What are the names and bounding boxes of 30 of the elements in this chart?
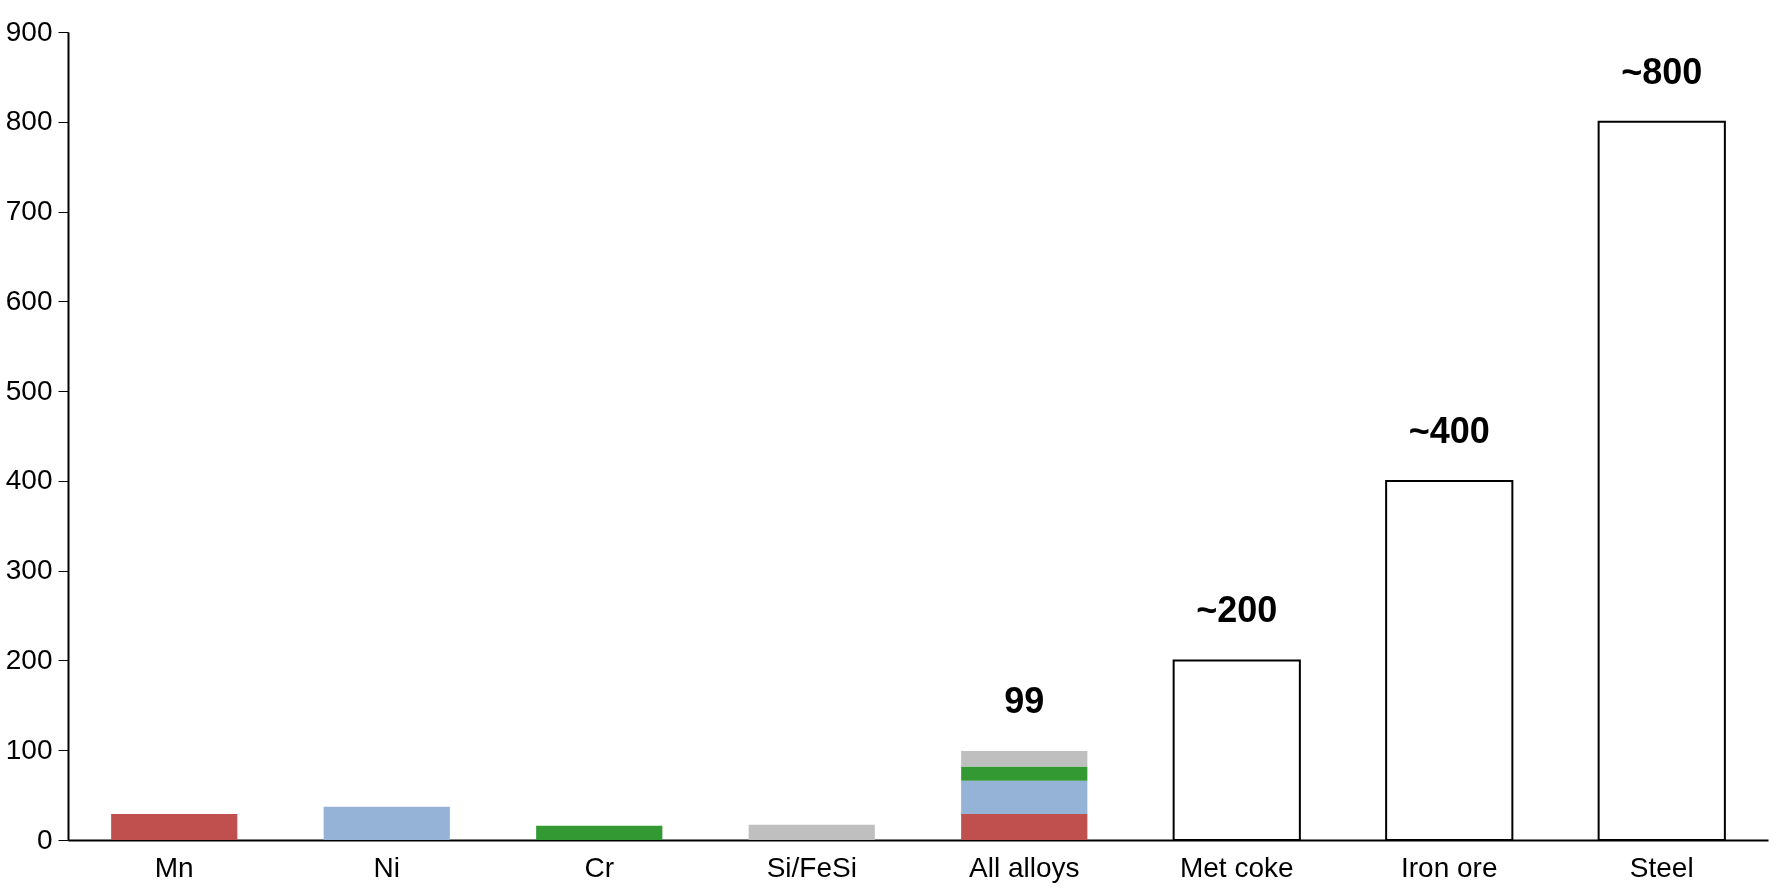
y-tick-label: 600	[5, 284, 53, 316]
y-tick-label: 0	[36, 823, 53, 855]
total-label: 99	[1004, 680, 1045, 722]
total-label: ~200	[1196, 589, 1278, 631]
x-tick-label: All alloys	[969, 851, 1080, 883]
y-tick-label: 400	[5, 464, 53, 496]
x-tick-label: Met coke	[1179, 851, 1294, 883]
y-tick-label: 800	[5, 105, 53, 137]
y-tick-label: 500	[5, 374, 53, 406]
bar	[961, 780, 1088, 814]
y-tick-label: 100	[5, 733, 53, 765]
x-tick-label: Iron ore	[1401, 851, 1498, 883]
x-tick-label: Si/FeSi	[766, 851, 857, 883]
bar	[961, 751, 1088, 767]
x-tick-label: Cr	[584, 851, 615, 883]
bar	[961, 813, 1088, 840]
y-tick-label: 200	[5, 643, 53, 675]
x-tick-label: Ni	[373, 851, 400, 883]
bar	[323, 806, 450, 840]
bar	[536, 825, 663, 840]
x-tick-label: Steel	[1629, 851, 1694, 883]
y-tick-label: 300	[5, 554, 53, 586]
bar	[111, 813, 238, 840]
x-tick-label: Mn	[154, 851, 194, 883]
total-label: ~800	[1621, 50, 1703, 92]
bar	[748, 824, 875, 840]
y-tick-label: 700	[5, 195, 53, 227]
y-tick-label: 900	[5, 15, 53, 47]
bar	[961, 766, 1088, 781]
total-label: ~400	[1408, 409, 1490, 451]
